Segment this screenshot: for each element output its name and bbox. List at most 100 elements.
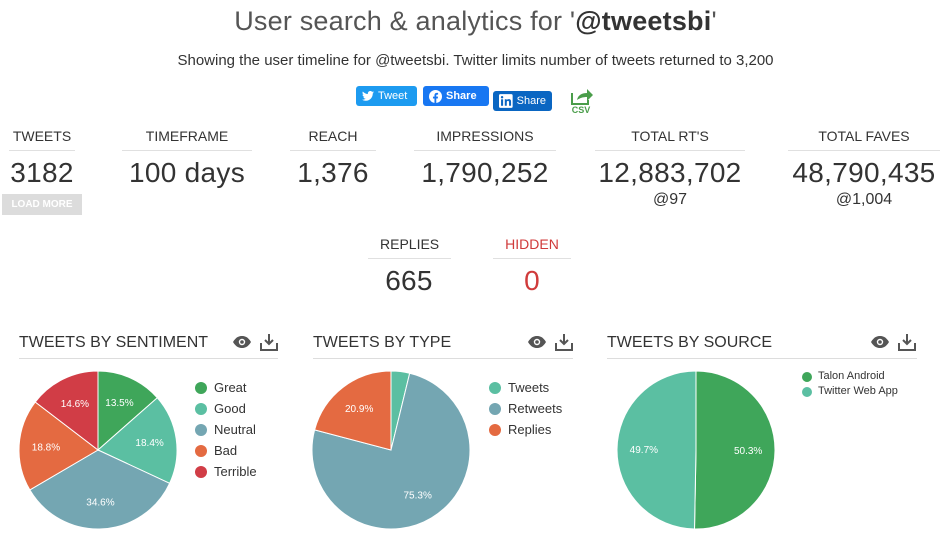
legend-item-bad[interactable]: Bad (195, 440, 257, 461)
stat-timeframe: TIMEFRAME 100 days (112, 128, 262, 189)
stat-total-rts-value: 12,883,702 (598, 157, 742, 188)
csv-export-button[interactable]: CSV (568, 86, 594, 116)
legend-item-great[interactable]: Great (195, 377, 257, 398)
legend-item-twitter-web-app[interactable]: Twitter Web App (802, 385, 898, 398)
type-legend: Tweets Retweets Replies (489, 377, 562, 440)
legend-swatch (195, 423, 207, 436)
pie-label-neutral: 34.6% (86, 498, 114, 509)
stat-reach-label: REACH (290, 128, 376, 151)
pie-label-retweets: 75.3% (404, 490, 432, 501)
sentiment-legend: Great Good Neutral Bad Terrible (195, 377, 257, 482)
legend-label: Talon Android (818, 370, 885, 382)
source-legend: Talon Android Twitter Web App (802, 370, 898, 400)
stat-replies: REPLIES 665 (368, 236, 452, 297)
export-arrow-icon (571, 89, 593, 105)
legend-label: Terrible (214, 464, 257, 479)
legend-item-tweets[interactable]: Tweets (489, 377, 562, 398)
source-panel-title: TWEETS BY SOURCE (607, 334, 773, 351)
stat-hidden-value: 0 (524, 265, 540, 296)
legend-label: Twitter Web App (818, 385, 898, 397)
stat-hidden-label: HIDDEN (493, 236, 571, 259)
legend-swatch (195, 402, 207, 415)
stat-reach-value: 1,376 (297, 157, 369, 188)
legend-label: Good (214, 401, 246, 416)
facebook-share-button[interactable]: Share (423, 86, 489, 106)
stat-reach: REACH 1,376 (285, 128, 381, 189)
stat-replies-label: REPLIES (368, 236, 452, 259)
sentiment-pie-chart: 13.5% 18.4% 34.6% 18.8% 14.6% (18, 370, 178, 530)
pie-label-great: 13.5% (105, 398, 133, 409)
title-handle: @tweetsbi (575, 6, 712, 36)
legend-item-retweets[interactable]: Retweets (489, 398, 562, 419)
eye-icon[interactable] (527, 334, 547, 350)
legend-label: Tweets (508, 380, 550, 395)
stat-tweets: TWEETS 3182 (3, 128, 81, 189)
pie-label-twitter-web-app: 49.7% (630, 445, 658, 456)
sentiment-panel-header: TWEETS BY SENTIMENT (19, 332, 278, 359)
tweet-button[interactable]: Tweet (356, 86, 417, 106)
legend-item-good[interactable]: Good (195, 398, 257, 419)
pie-label-good: 18.4% (135, 438, 163, 449)
page-title: User search & analytics for '@tweetsbi' (0, 6, 951, 37)
twitter-bird-icon (362, 91, 374, 101)
pie-slice-twitter-web-app[interactable] (616, 370, 697, 530)
stat-impressions: IMPRESSIONS 1,790,252 (410, 128, 560, 189)
legend-label: Neutral (214, 422, 256, 437)
pie-label-talon-android: 50.3% (734, 446, 762, 457)
page-subtitle: Showing the user timeline for @tweetsbi.… (177, 52, 774, 69)
legend-item-talon-android[interactable]: Talon Android (802, 370, 898, 383)
stat-impressions-label: IMPRESSIONS (414, 128, 556, 151)
legend-swatch (802, 387, 812, 397)
pie-slice-great[interactable] (97, 370, 159, 452)
legend-item-terrible[interactable]: Terrible (195, 461, 257, 482)
title-suffix: ' (711, 6, 717, 36)
pie-slice-talon-android[interactable] (694, 370, 776, 530)
type-panel-title: TWEETS BY TYPE (313, 334, 452, 351)
pie-slice-good[interactable] (97, 397, 178, 484)
csv-label: CSV (571, 105, 591, 115)
source-panel-header: TWEETS BY SOURCE (607, 332, 917, 359)
pie-label-replies: 20.9% (345, 404, 373, 415)
legend-item-replies[interactable]: Replies (489, 419, 562, 440)
stat-total-rts-sub: @97 (652, 191, 688, 208)
pie-label-bad: 18.8% (32, 442, 60, 453)
facebook-share-label: Share (446, 90, 477, 102)
eye-icon[interactable] (232, 334, 252, 350)
legend-swatch (489, 402, 501, 415)
stat-timeframe-value: 100 days (128, 157, 246, 188)
type-panel-header: TWEETS BY TYPE (313, 332, 573, 359)
pie-label-terrible: 14.6% (61, 399, 89, 410)
linkedin-share-label: Share (516, 95, 546, 107)
stat-total-rts: TOTAL RT'S 12,883,702 @97 (590, 128, 750, 209)
download-icon[interactable] (898, 332, 916, 352)
type-pie-chart: 75.3% 20.9% (311, 370, 471, 530)
legend-swatch (195, 381, 207, 394)
pie-slice-retweets[interactable] (311, 372, 471, 530)
linkedin-icon (499, 94, 513, 108)
stat-hidden: HIDDEN 0 (491, 236, 573, 297)
stat-total-faves-value: 48,790,435 (792, 157, 936, 188)
stat-impressions-value: 1,790,252 (421, 157, 549, 188)
stat-tweets-label: TWEETS (8, 128, 76, 151)
legend-swatch (195, 465, 207, 478)
legend-swatch (195, 444, 207, 457)
pie-slice-terrible[interactable] (34, 370, 99, 452)
legend-label: Bad (214, 443, 238, 458)
download-icon[interactable] (260, 332, 278, 352)
eye-icon[interactable] (870, 334, 890, 350)
pie-slice-replies[interactable] (313, 370, 392, 451)
stat-timeframe-label: TIMEFRAME (121, 128, 253, 151)
title-prefix: User search & analytics for ' (234, 6, 576, 36)
pie-slice-bad[interactable] (18, 401, 99, 491)
tweet-button-label: Tweet (378, 90, 408, 102)
load-more-button[interactable]: LOAD MORE (2, 194, 82, 215)
stat-total-faves-sub: @1,004 (835, 191, 893, 208)
legend-item-neutral[interactable]: Neutral (195, 419, 257, 440)
stat-total-faves: TOTAL FAVES 48,790,435 @1,004 (784, 128, 944, 209)
legend-swatch (489, 381, 501, 394)
linkedin-share-button[interactable]: Share (493, 91, 552, 111)
source-pie-chart: 50.3% 49.7% (616, 370, 776, 530)
sentiment-panel-title: TWEETS BY SENTIMENT (19, 334, 209, 351)
download-icon[interactable] (555, 332, 573, 352)
legend-label: Great (214, 380, 247, 395)
